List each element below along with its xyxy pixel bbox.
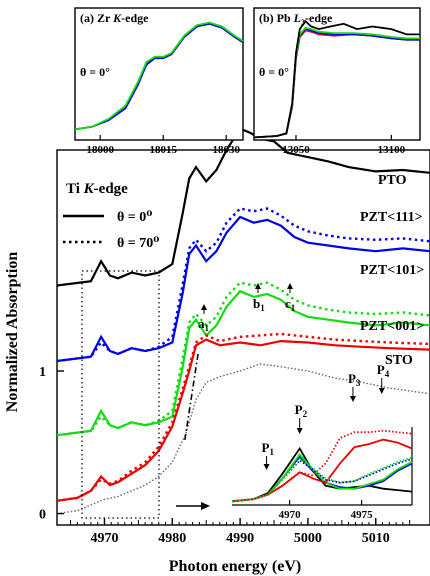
label-pzt111: PZT<111> xyxy=(360,210,423,225)
label-pzt001: PZT<001> xyxy=(360,319,424,334)
inset-zr-x-ticks: 18000 18015 18030 xyxy=(86,135,240,156)
legend-dotted-label: θ = 70⁰ xyxy=(117,236,159,251)
title-ti: Ti xyxy=(66,181,84,197)
series-pzt001-theta0 xyxy=(56,338,430,502)
main-y-ticks: 01 xyxy=(39,365,64,523)
inset-pb-title-l: L xyxy=(293,11,301,25)
peak-label-p3: P3 xyxy=(348,371,361,402)
main-plot: 4970 4980 4990 5000 5010 01 Photon energy (e… xyxy=(4,127,430,575)
annotation-c1-sub: 1 xyxy=(291,303,296,313)
edge-guide-line xyxy=(183,353,199,443)
pre-series-line-5 xyxy=(231,458,413,503)
inset-zr-frame xyxy=(74,7,244,141)
x-tick-label-4970: 4970 xyxy=(90,531,118,546)
inset-zr-theta: θ = 0° xyxy=(80,65,110,79)
main-x-ticks: 4970 4980 4990 5000 5010 xyxy=(70,518,411,546)
x-tick-label-5010: 5010 xyxy=(362,531,390,546)
pre-series-line-0 xyxy=(231,446,413,503)
peak-label-p2: P2 xyxy=(295,402,308,434)
inset-preedge-x-ticks: 4970 4975 xyxy=(279,500,374,521)
title-k: K xyxy=(83,181,95,197)
series-pzt101-theta70 xyxy=(56,281,430,437)
peak-label-p1: P1 xyxy=(262,440,275,470)
pre-series-line-3 xyxy=(231,438,413,503)
pre-series-line-4 xyxy=(231,429,413,503)
inset-pb-title: (b) Pb L3-edge xyxy=(259,11,333,27)
x-tick-label-5000: 5000 xyxy=(294,531,322,546)
pb-series-line-3 xyxy=(253,19,420,139)
annotation-a1-sub: 1 xyxy=(205,323,210,333)
inset-zr-series-group xyxy=(74,21,244,131)
y-tick-label-0: 0 xyxy=(39,508,46,523)
zr-xticks-tick-label-18015: 18015 xyxy=(149,144,177,156)
x-tick-label-4990: 4990 xyxy=(226,531,254,546)
x-axis-label: Photon energy (eV) xyxy=(169,558,301,575)
series-sto-theta70 xyxy=(56,363,430,515)
pb-xticks-tick-label-13050: 13050 xyxy=(282,144,310,156)
pb-xticks-tick-label-13100: 13100 xyxy=(378,144,406,156)
label-sto: STO xyxy=(385,353,413,368)
zr-series-line-2 xyxy=(74,21,244,131)
inset-pb-x-ticks: 13050 13100 xyxy=(282,135,406,156)
inset-pb-title-tail: -edge xyxy=(305,11,333,25)
series-pzt101-theta0 xyxy=(56,289,430,437)
pre-xticks-tick-label-4970: 4970 xyxy=(279,509,302,521)
annotation-b1-letter: b xyxy=(253,296,260,311)
main-series-group xyxy=(56,127,430,515)
pre-series-line-6 xyxy=(231,456,413,503)
label-pto: PTO xyxy=(378,173,407,188)
inset-pb-series-group xyxy=(253,19,420,139)
zr-xticks-tick-label-18000: 18000 xyxy=(86,144,114,156)
inset-preedge: 4970 4975 P1 P2 P3 P4 xyxy=(231,362,413,521)
annotation-b1: b1 xyxy=(253,283,265,313)
label-pzt101: PZT<101> xyxy=(360,263,424,278)
svg-text:c1: c1 xyxy=(285,296,296,313)
main-plot-frame xyxy=(56,149,430,526)
main-title: Ti K-edge xyxy=(66,181,128,197)
inset-zr-title: (a) Zr K-edge xyxy=(80,11,149,25)
annotation-c1-letter: c xyxy=(285,296,291,311)
zr-xticks-tick-label-18030: 18030 xyxy=(212,144,240,156)
y-axis-label: Normalized Absorption xyxy=(4,252,21,413)
inset-preedge-peak-labels: P1 P2 P3 P4 xyxy=(262,362,390,470)
zr-series-line-1 xyxy=(74,22,244,131)
svg-text:P4: P4 xyxy=(377,362,390,379)
inset-pointer-arrowhead xyxy=(201,502,210,510)
inset-pb-theta: θ = 0° xyxy=(259,65,289,79)
svg-text:a1: a1 xyxy=(198,316,210,333)
svg-text:b1: b1 xyxy=(253,296,265,313)
inset-pb-title-sub: 3 xyxy=(301,18,305,27)
annotation-b1-sub: 1 xyxy=(260,303,265,313)
inset-pb-title-main: (b) Pb xyxy=(259,11,294,25)
inset-pb: 13050 13100 (b) Pb L3-edge θ = 0° xyxy=(253,7,421,156)
legend-solid-label: θ = 0⁰ xyxy=(117,210,152,225)
x-tick-label-4980: 4980 xyxy=(158,531,186,546)
annotation-a1: a1 xyxy=(198,304,210,333)
inset-preedge-series-group xyxy=(231,429,413,503)
svg-text:P1: P1 xyxy=(262,440,275,457)
series-pto-theta0 xyxy=(56,127,430,287)
peak-label-p4: P4 xyxy=(377,362,390,394)
annotation-c1: c1 xyxy=(285,283,296,313)
series-pzt111-theta70 xyxy=(56,207,430,363)
title-edge: -edge xyxy=(94,181,128,197)
svg-text:P3: P3 xyxy=(348,371,361,388)
pre-xticks-tick-label-4975: 4975 xyxy=(351,509,374,521)
inset-zr: 18000 18015 18030 (a) Zr K-edge θ = 0° xyxy=(74,7,244,156)
series-pzt111-theta0 xyxy=(56,215,430,363)
annotation-a1-letter: a xyxy=(198,316,205,331)
y-tick-label-1: 1 xyxy=(39,365,46,380)
svg-text:P2: P2 xyxy=(295,402,308,419)
